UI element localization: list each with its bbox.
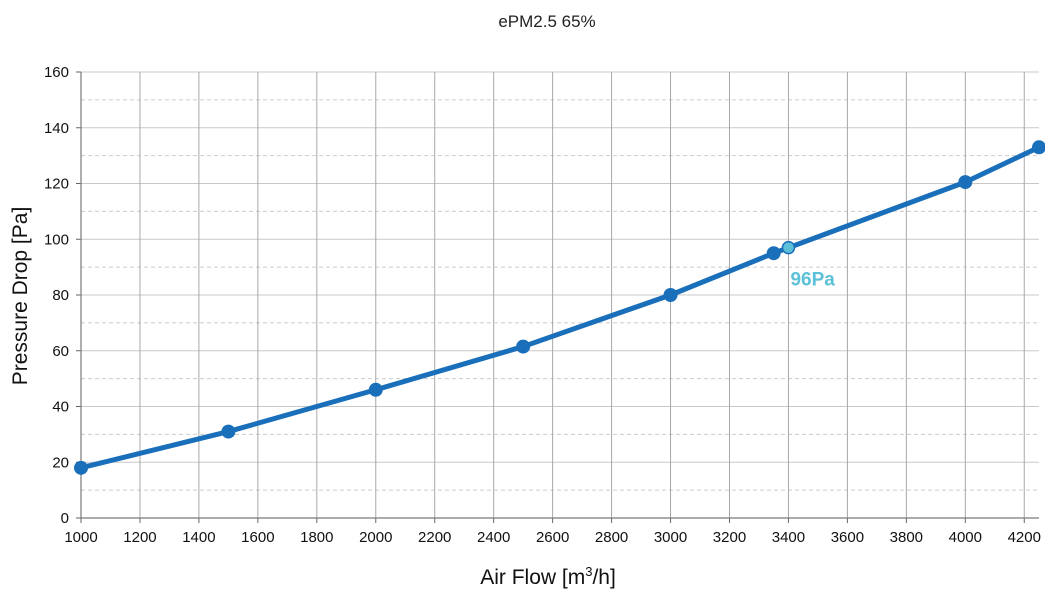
highlight-label: 96Pa (790, 270, 835, 291)
data-point (663, 288, 678, 302)
x-tick-label: 2800 (595, 529, 628, 546)
x-tick-label: 3600 (831, 529, 864, 546)
x-axis-label-tail: /h] (592, 566, 615, 589)
x-tick-label: 2400 (477, 529, 510, 546)
x-tick-label: 3200 (713, 529, 746, 546)
x-tick-label: 3400 (772, 529, 805, 546)
data-point (221, 424, 236, 439)
chart-title: ePM2.5 65% (498, 12, 595, 31)
y-tick-label: 20 (52, 454, 69, 471)
y-tick-label: 60 (52, 343, 69, 360)
grid (81, 71, 1039, 518)
highlight-point (781, 240, 796, 255)
x-tick-label: 4000 (949, 529, 982, 546)
annotations: 96Pa (781, 240, 835, 291)
x-tick-label: 3800 (890, 529, 923, 546)
x-axis-label-sup: 3 (585, 564, 592, 579)
x-tick-label: 4200 (1008, 529, 1041, 546)
x-tick-label: 1800 (300, 529, 333, 546)
data-point (368, 382, 383, 397)
data-point (516, 339, 531, 354)
data-point (1032, 140, 1045, 155)
data-point (958, 175, 973, 190)
y-tick-label: 120 (44, 176, 69, 193)
axes (76, 71, 1039, 523)
y-axis-label: Pressure Drop [Pa] (9, 207, 32, 386)
y-tick-label: 40 (52, 399, 69, 416)
x-tick-label: 1200 (123, 529, 156, 546)
x-axis-label-main: Air Flow [m (480, 566, 585, 589)
x-tick-label: 1600 (241, 529, 274, 546)
y-tick-label: 0 (61, 510, 69, 527)
x-tick-label: 2200 (418, 529, 451, 546)
x-tick-label: 2600 (536, 529, 569, 546)
y-tick-label: 140 (44, 120, 69, 137)
y-tick-label: 100 (44, 231, 69, 248)
x-tick-label: 2000 (359, 529, 392, 546)
series-line (78, 144, 1042, 471)
x-tick-label: 1400 (182, 529, 215, 546)
y-tick-label: 160 (44, 64, 69, 81)
series (74, 140, 1045, 475)
x-tick-label: 1000 (64, 529, 97, 546)
data-point (766, 246, 781, 261)
x-tick-label: 3000 (654, 529, 687, 546)
x-axis-label: Air Flow [m3/h] (480, 564, 616, 589)
y-tick-label: 80 (52, 287, 69, 304)
tick-labels: 0 20 40 60 80 100 120 140 160 1000 1200 1400 1600 180… (44, 64, 1041, 546)
data-point (74, 460, 88, 475)
